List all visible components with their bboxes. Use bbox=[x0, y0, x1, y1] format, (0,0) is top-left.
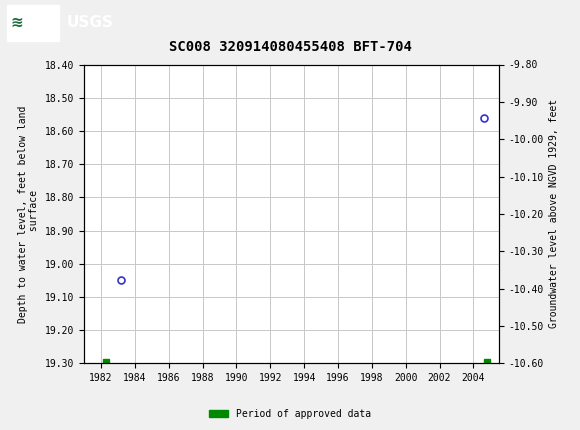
Y-axis label: Groundwater level above NGVD 1929, feet: Groundwater level above NGVD 1929, feet bbox=[549, 99, 559, 329]
Legend: Period of approved data: Period of approved data bbox=[205, 405, 375, 423]
Y-axis label: Depth to water level, feet below land
 surface: Depth to water level, feet below land su… bbox=[18, 105, 39, 322]
Text: ≋: ≋ bbox=[10, 15, 23, 30]
FancyBboxPatch shape bbox=[7, 4, 59, 41]
Text: USGS: USGS bbox=[67, 15, 114, 30]
Text: SC008 320914080455408 BFT-704: SC008 320914080455408 BFT-704 bbox=[169, 40, 411, 54]
